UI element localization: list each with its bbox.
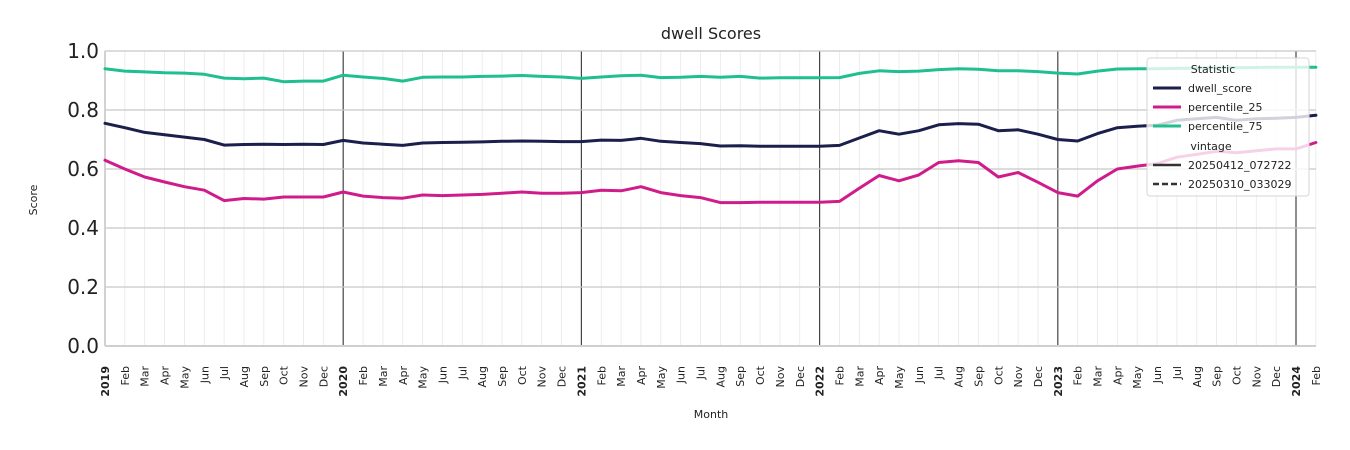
x-tick-month: Feb [595, 366, 608, 385]
x-tick-month: Feb [1310, 366, 1323, 385]
x-tick-month: Oct [516, 365, 529, 385]
x-tick-month: Aug [1191, 366, 1204, 387]
x-tick-month: Nov [1250, 366, 1263, 388]
x-tick-month: Mar [615, 366, 628, 387]
legend-label-dwell-score: dwell_score [1188, 82, 1252, 95]
x-tick-year: 2020 [337, 366, 350, 397]
x-tick-month: Jun [436, 366, 449, 384]
x-tick-year: 2021 [575, 366, 588, 397]
x-tick-year: 2019 [99, 366, 112, 397]
x-tick-month: Mar [139, 366, 152, 387]
x-tick-month: Jul [218, 366, 231, 380]
x-tick-month: Mar [1092, 366, 1105, 387]
x-tick-month: Sep [258, 366, 271, 387]
x-tick-month: May [655, 366, 668, 389]
x-tick-year: 2024 [1290, 366, 1303, 397]
x-tick-month: Sep [1211, 366, 1224, 387]
y-tick-label: 0.0 [67, 334, 99, 358]
x-tick-month: Apr [873, 366, 886, 386]
y-tick-label: 0.4 [67, 216, 99, 240]
x-tick-month: Aug [714, 366, 727, 387]
legend-label-vintage-1: 20250412_072722 [1188, 159, 1291, 172]
x-tick-month: May [178, 366, 191, 389]
x-tick-month: Nov [774, 366, 787, 388]
legend-label-percentile-25: percentile_25 [1188, 101, 1263, 114]
x-tick-month: Dec [317, 366, 330, 387]
x-tick-month: Jun [1151, 366, 1164, 384]
x-tick-year: 2022 [814, 366, 827, 397]
x-tick-month: Oct [754, 365, 767, 385]
x-axis: 2019 Feb Mar Apr May Jun Jul Aug Sep Oct Nov Dec 202… [99, 365, 1323, 396]
legend-box [1146, 57, 1310, 197]
x-tick-month: Dec [794, 366, 807, 387]
x-tick-month: Jun [913, 366, 926, 384]
x-tick-month: Apr [397, 366, 410, 386]
legend-label-vintage-2: 20250310_033029 [1188, 178, 1291, 191]
legend-vintage-title: vintage [1190, 140, 1232, 153]
x-tick-month: Jul [1171, 366, 1184, 380]
x-tick-month: Jul [695, 366, 708, 380]
x-axis-label: Month [694, 408, 729, 421]
legend: Statistic dwell_score percentile_25 perc… [1146, 57, 1310, 197]
series-line-dwell-score [103, 113, 1318, 148]
x-tick-month: Nov [1012, 366, 1025, 388]
x-tick-month: May [1131, 366, 1144, 389]
x-tick-month: Oct [278, 365, 291, 385]
legend-label-percentile-75: percentile_75 [1188, 120, 1263, 133]
series-line-percentile-75 [103, 65, 1318, 84]
x-tick-month: Sep [734, 366, 747, 387]
y-axis-label: Score [27, 184, 40, 215]
y-axis: 0.0 0.2 0.4 0.6 0.8 1.0 [67, 39, 99, 358]
x-tick-month: Feb [357, 366, 370, 385]
x-tick-month: Sep [972, 366, 985, 387]
y-tick-label: 1.0 [67, 39, 99, 63]
legend-statistic-title: Statistic [1191, 63, 1236, 76]
x-tick-month: Feb [1072, 366, 1085, 385]
x-tick-month: May [893, 366, 906, 389]
x-tick-month: Apr [1111, 366, 1124, 386]
x-tick-month: Aug [476, 366, 489, 387]
x-tick-month: Jul [933, 366, 946, 380]
x-tick-month: Feb [119, 366, 132, 385]
x-tick-month: Aug [953, 366, 966, 387]
chart-title: dwell Scores [661, 24, 761, 43]
x-tick-month: Apr [159, 366, 172, 386]
x-tick-month: Apr [635, 366, 648, 386]
x-tick-month: Feb [833, 366, 846, 385]
x-tick-month: Aug [238, 366, 251, 387]
x-tick-month: Dec [556, 366, 569, 387]
x-tick-month: Jun [198, 366, 211, 384]
x-tick-month: May [417, 366, 430, 389]
x-tick-month: Dec [1032, 366, 1045, 387]
y-tick-label: 0.2 [67, 275, 99, 299]
series-lines [103, 65, 1318, 205]
x-tick-month: Oct [992, 365, 1005, 385]
x-tick-year: 2023 [1052, 366, 1065, 397]
x-tick-month: Jul [456, 366, 469, 380]
x-tick-month: Sep [496, 366, 509, 387]
x-tick-month: Mar [377, 366, 390, 387]
series-line-percentile-25 [103, 141, 1318, 205]
y-tick-label: 0.6 [67, 157, 99, 181]
x-tick-month: Oct [1230, 365, 1243, 385]
x-tick-month: Nov [298, 366, 311, 388]
x-tick-month: Mar [853, 366, 866, 387]
y-tick-label: 0.8 [67, 98, 99, 122]
x-tick-month: Jun [675, 366, 688, 384]
x-tick-month: Dec [1270, 366, 1283, 387]
x-tick-month: Nov [536, 366, 549, 388]
